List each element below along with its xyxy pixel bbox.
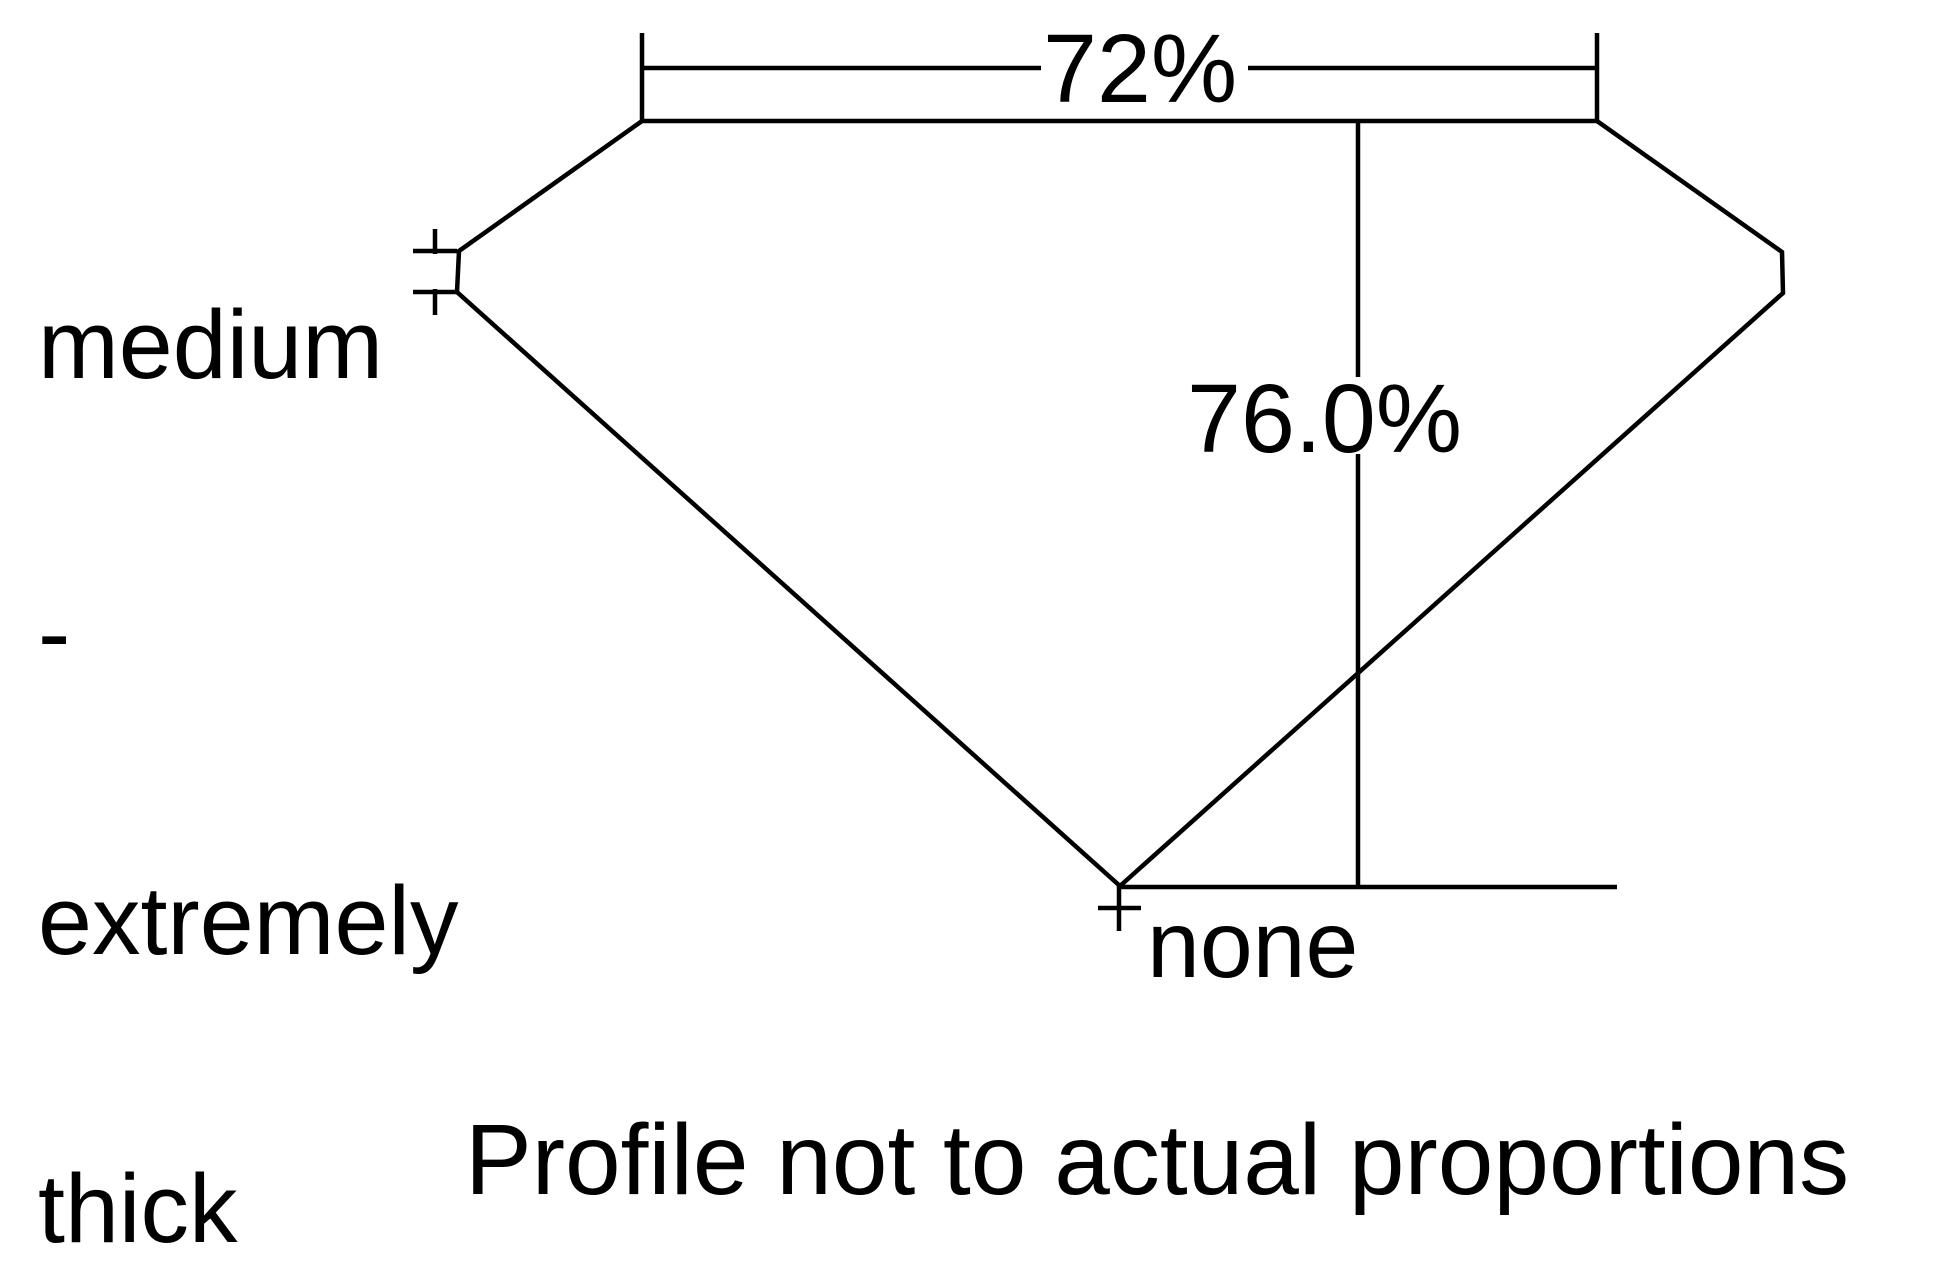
girdle-thickness-label-line-3: extremely — [38, 866, 459, 975]
total-depth-percent-label: 76.0% — [1187, 364, 1463, 473]
table-width-percent-label: 72% — [1043, 14, 1238, 123]
girdle-thickness-label: medium - extremely thick — [38, 105, 458, 1274]
girdle-thickness-label-line-2: - — [38, 578, 71, 687]
culet-size-label: none — [1147, 892, 1359, 998]
diamond-outline — [454, 118, 1786, 890]
footnote-text: Profile not to actual proportions — [465, 1104, 1850, 1216]
girdle-thickness-label-line-4: thick — [38, 1154, 238, 1263]
girdle-thickness-label-line-1: medium — [38, 290, 383, 399]
